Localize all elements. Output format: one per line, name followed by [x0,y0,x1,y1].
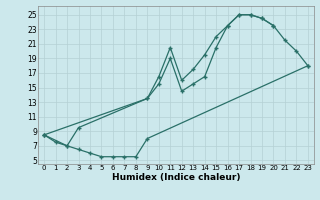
X-axis label: Humidex (Indice chaleur): Humidex (Indice chaleur) [112,173,240,182]
